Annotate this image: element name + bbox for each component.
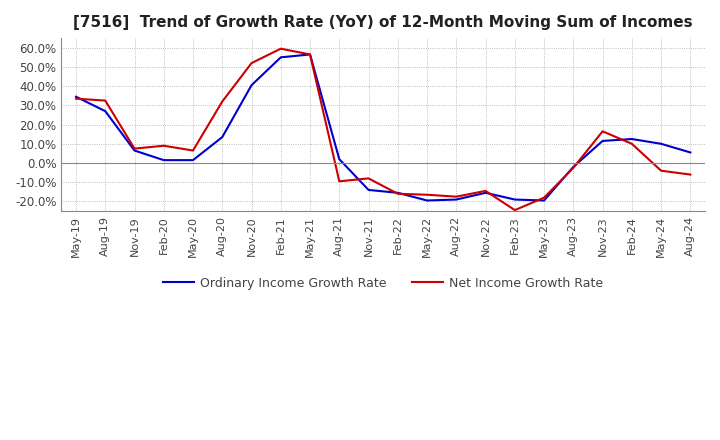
Net Income Growth Rate <box>159 143 168 148</box>
Ordinary Income Growth Rate <box>306 52 315 57</box>
Ordinary Income Growth Rate <box>686 150 695 155</box>
Net Income Growth Rate <box>423 192 431 198</box>
Net Income Growth Rate <box>276 46 285 51</box>
Ordinary Income Growth Rate <box>130 148 139 153</box>
Net Income Growth Rate <box>569 165 577 170</box>
Ordinary Income Growth Rate <box>159 158 168 163</box>
Ordinary Income Growth Rate <box>569 164 577 169</box>
Ordinary Income Growth Rate <box>218 135 227 140</box>
Net Income Growth Rate <box>130 146 139 151</box>
Ordinary Income Growth Rate <box>628 136 636 142</box>
Net Income Growth Rate <box>364 176 373 181</box>
Net Income Growth Rate <box>247 60 256 66</box>
Net Income Growth Rate <box>481 188 490 194</box>
Net Income Growth Rate <box>394 191 402 196</box>
Ordinary Income Growth Rate <box>481 190 490 195</box>
Net Income Growth Rate <box>452 194 461 199</box>
Net Income Growth Rate <box>598 128 607 134</box>
Ordinary Income Growth Rate <box>72 94 81 99</box>
Net Income Growth Rate <box>335 179 343 184</box>
Ordinary Income Growth Rate <box>452 197 461 202</box>
Ordinary Income Growth Rate <box>101 109 109 114</box>
Net Income Growth Rate <box>628 141 636 147</box>
Net Income Growth Rate <box>72 96 81 101</box>
Ordinary Income Growth Rate <box>335 157 343 162</box>
Net Income Growth Rate <box>189 148 197 153</box>
Net Income Growth Rate <box>218 99 227 104</box>
Ordinary Income Growth Rate <box>364 187 373 193</box>
Net Income Growth Rate <box>101 98 109 103</box>
Net Income Growth Rate <box>540 195 549 200</box>
Net Income Growth Rate <box>306 52 315 57</box>
Ordinary Income Growth Rate <box>598 138 607 143</box>
Net Income Growth Rate <box>686 172 695 177</box>
Ordinary Income Growth Rate <box>510 197 519 202</box>
Ordinary Income Growth Rate <box>540 198 549 203</box>
Ordinary Income Growth Rate <box>276 55 285 60</box>
Line: Ordinary Income Growth Rate: Ordinary Income Growth Rate <box>76 55 690 201</box>
Line: Net Income Growth Rate: Net Income Growth Rate <box>76 49 690 210</box>
Ordinary Income Growth Rate <box>189 158 197 163</box>
Legend: Ordinary Income Growth Rate, Net Income Growth Rate: Ordinary Income Growth Rate, Net Income … <box>158 272 608 295</box>
Ordinary Income Growth Rate <box>657 141 665 147</box>
Title: [7516]  Trend of Growth Rate (YoY) of 12-Month Moving Sum of Incomes: [7516] Trend of Growth Rate (YoY) of 12-… <box>73 15 693 30</box>
Ordinary Income Growth Rate <box>394 190 402 195</box>
Ordinary Income Growth Rate <box>247 83 256 88</box>
Net Income Growth Rate <box>657 168 665 173</box>
Ordinary Income Growth Rate <box>423 198 431 203</box>
Net Income Growth Rate <box>510 208 519 213</box>
